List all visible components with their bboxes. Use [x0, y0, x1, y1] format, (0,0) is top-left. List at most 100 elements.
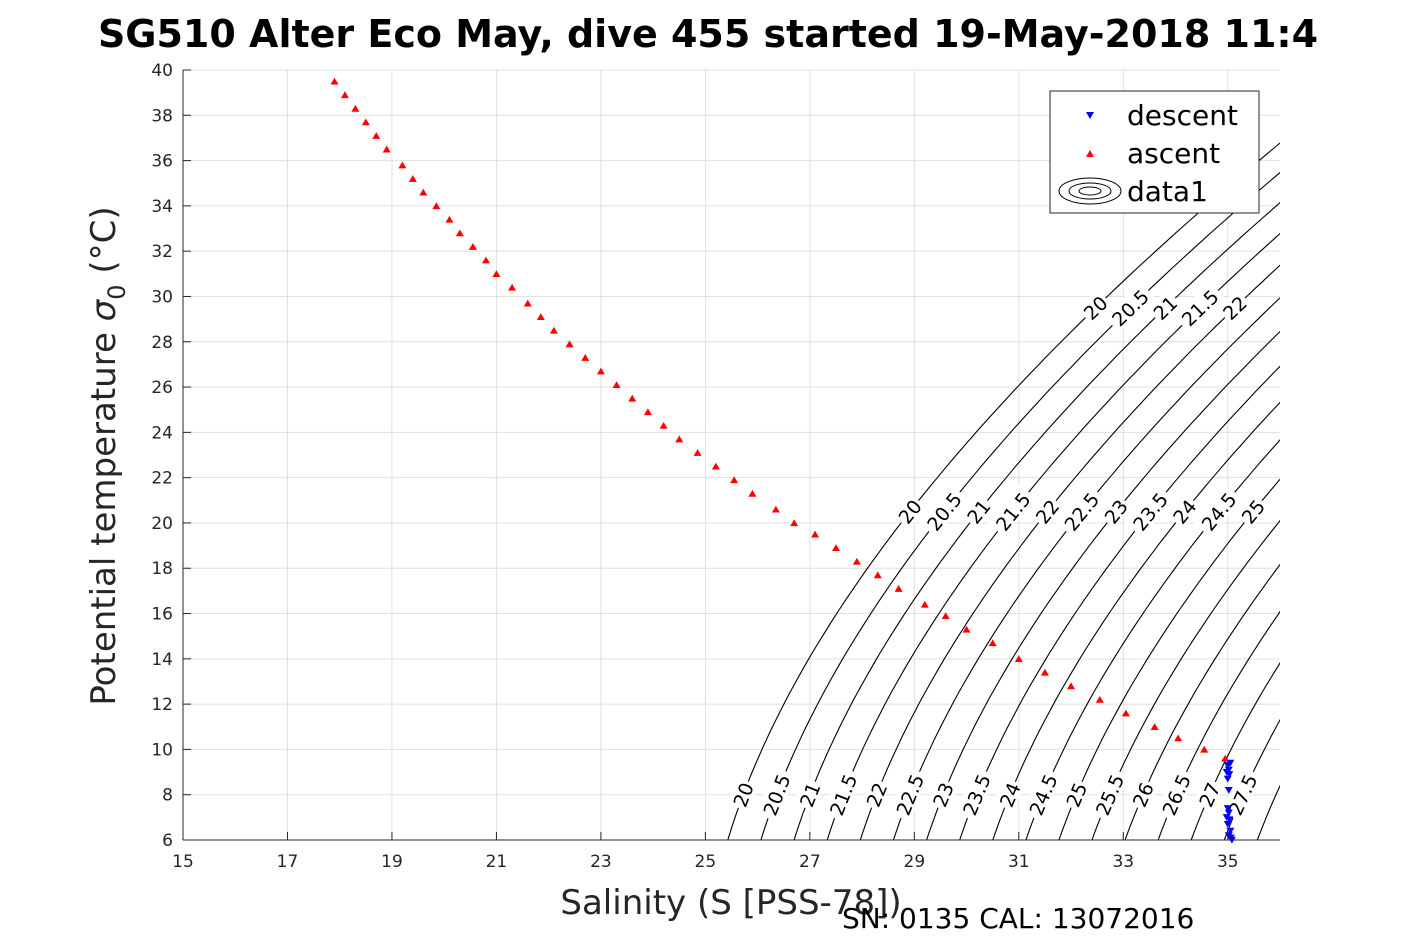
- descent-point: [1223, 805, 1232, 812]
- x-tick-label: 21: [486, 852, 508, 872]
- contour-label-bg: [1077, 289, 1113, 325]
- contour-line: [1256, 784, 1280, 840]
- y-axis-label-unit: (°C): [84, 206, 124, 273]
- y-tick-label: 28: [151, 333, 173, 353]
- x-tick-label: 33: [1112, 852, 1134, 872]
- contour-label-bg: [822, 767, 862, 822]
- ascent-point: [748, 489, 757, 497]
- ascent-point: [382, 145, 391, 153]
- y-tick-label: 12: [151, 695, 173, 715]
- y-axis-label: Potential temperature σ0 (°C): [84, 206, 131, 705]
- legend: descent ascent data1: [1049, 90, 1260, 214]
- ascent-series: [330, 77, 1230, 762]
- ascent-point: [1040, 668, 1049, 676]
- ascent-point: [1067, 682, 1076, 690]
- y-tick-label: 38: [151, 106, 173, 126]
- contour-label-bg: [1193, 484, 1243, 538]
- descent-point: [1223, 762, 1232, 769]
- y-tick-label: 26: [151, 378, 173, 398]
- ascent-point: [455, 229, 464, 237]
- y-axis-label-subscript: 0: [103, 284, 131, 299]
- ascent-point: [920, 600, 929, 608]
- ascent-point: [596, 367, 605, 375]
- contour-label-bg: [1029, 493, 1064, 529]
- ascent-point: [408, 175, 417, 182]
- legend-ascent-label: ascent: [1127, 137, 1220, 170]
- contour-label-bg: [1173, 281, 1225, 333]
- ascent-point: [508, 283, 517, 291]
- contour-line: [926, 330, 1280, 840]
- ascent-point: [1200, 745, 1209, 753]
- contour-label-bg: [1216, 289, 1252, 325]
- y-tick-label: 18: [151, 559, 173, 579]
- ascent-point: [481, 256, 490, 264]
- contour-label-bg: [1056, 484, 1106, 538]
- contour-line: [1091, 519, 1280, 840]
- y-tick-label: 10: [151, 740, 173, 760]
- chart-title: SG510 Alter Eco May, dive 455 started 19…: [98, 12, 1318, 56]
- ascent-point: [523, 299, 532, 307]
- contour-label-bg: [1155, 766, 1196, 822]
- contour-label-bg: [926, 777, 958, 812]
- contour-label-bg: [891, 493, 927, 529]
- y-tick-label: 30: [151, 287, 173, 307]
- ascent-point: [372, 132, 381, 139]
- ascent-point: [419, 188, 428, 196]
- descent-point: [1224, 809, 1233, 817]
- ascent-point: [693, 449, 702, 456]
- x-axis-label: Salinity (S [PSS-78]): [560, 883, 901, 923]
- y-tick-label: 6: [162, 831, 173, 851]
- ascent-point: [811, 530, 820, 538]
- y-axis-label-text: Potential temperature: [84, 332, 124, 705]
- ascent-point: [1150, 723, 1159, 730]
- ascent-point: [643, 408, 652, 416]
- x-tick-label: 27: [799, 852, 821, 872]
- ascent-point: [962, 625, 971, 633]
- y-tick-label: 36: [151, 152, 173, 172]
- x-tick-label: 19: [381, 852, 403, 872]
- ascent-point: [831, 544, 840, 552]
- contour-line: [1124, 563, 1280, 840]
- contour-label-bg: [793, 777, 825, 812]
- contour-label-bg: [1059, 777, 1092, 812]
- contour-line: [892, 297, 1280, 840]
- ascent-point: [711, 462, 720, 470]
- contour-label-bg: [860, 777, 892, 812]
- contour-label-bg: [1103, 281, 1156, 333]
- ascent-point: [330, 77, 339, 85]
- contour-line: [1290, 70, 1417, 840]
- ascent-point: [659, 421, 668, 429]
- ascent-point: [492, 270, 501, 278]
- ascent-point: [873, 571, 882, 579]
- contour-line: [826, 232, 1280, 840]
- ascent-point: [1095, 695, 1104, 703]
- contour-label-bg: [1146, 289, 1183, 325]
- y-tick-label: 20: [151, 514, 173, 534]
- y-tick-label: 34: [151, 197, 173, 217]
- descent-point: [1223, 775, 1232, 783]
- ascent-point: [852, 557, 861, 565]
- descent-point: [1225, 771, 1234, 778]
- ascent-point: [536, 313, 545, 321]
- legend-box: [1049, 90, 1260, 214]
- legend-ascent-marker: [1086, 150, 1094, 157]
- contour-line: [1058, 478, 1280, 840]
- contour-line: [1157, 610, 1280, 840]
- density-contours: [727, 70, 1417, 840]
- legend-descent-marker: [1086, 112, 1094, 119]
- ascent-point: [432, 202, 441, 210]
- descent-point: [1223, 820, 1232, 828]
- descent-point: [1225, 816, 1234, 824]
- ascent-point: [565, 340, 574, 348]
- y-tick-label: 32: [151, 242, 173, 262]
- ascent-point: [361, 118, 370, 126]
- footer-serial: SN: 0135 CAL: 13072016: [842, 902, 1194, 935]
- descent-point: [1224, 786, 1233, 794]
- contour-label-bg: [1022, 766, 1063, 822]
- descent-point: [1226, 827, 1235, 835]
- ascent-point: [1174, 734, 1183, 742]
- legend-descent-label: descent: [1127, 99, 1238, 132]
- ascent-point: [581, 354, 590, 361]
- contour-label-bg: [889, 767, 929, 822]
